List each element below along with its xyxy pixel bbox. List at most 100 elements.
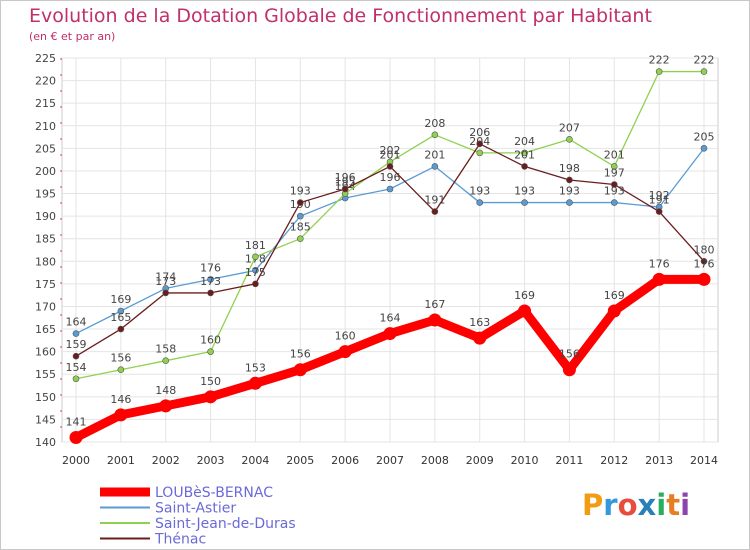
data-point — [72, 330, 80, 337]
data-label: 160 — [335, 330, 356, 343]
data-label: 164 — [380, 312, 401, 325]
data-label: 201 — [514, 148, 535, 161]
data-point — [566, 136, 573, 143]
legend-label: Saint-Jean-de-Duras — [155, 516, 296, 532]
x-tick-label: 2011 — [555, 454, 583, 467]
data-point — [248, 376, 262, 390]
y-tick-label: 225 — [35, 52, 56, 65]
y-tick-label: 210 — [35, 120, 56, 133]
legend-label: LOUBèS-BERNAC — [155, 485, 273, 501]
data-label: 156 — [290, 348, 311, 361]
data-label: 197 — [604, 166, 625, 179]
logo-letter: i — [656, 488, 667, 522]
x-tick-label: 2007 — [376, 454, 404, 467]
data-label: 146 — [110, 393, 131, 406]
x-tick-label: 2002 — [152, 454, 180, 467]
y-tick-label: 195 — [35, 188, 56, 201]
y-tick-label: 190 — [35, 210, 56, 223]
data-point — [697, 272, 711, 286]
data-point — [207, 276, 214, 283]
data-label: 202 — [380, 144, 401, 157]
data-label: 198 — [559, 162, 580, 175]
data-label: 174 — [155, 270, 176, 283]
data-label: 207 — [559, 121, 580, 134]
data-point — [252, 253, 259, 261]
y-tick-label: 180 — [35, 255, 56, 268]
x-tick-label: 2008 — [421, 454, 449, 467]
data-label: 176 — [200, 261, 221, 274]
series-saint-astier: 1641691741761781901941962011931931931931… — [66, 130, 715, 337]
y-tick-label: 150 — [35, 391, 56, 404]
data-label: 205 — [694, 130, 715, 143]
x-tick-label: 2009 — [466, 454, 494, 467]
y-tick-label: 220 — [35, 75, 56, 88]
x-tick-label: 2005 — [286, 454, 314, 467]
data-point — [207, 348, 214, 355]
data-label: 164 — [66, 316, 87, 329]
data-label: 141 — [66, 415, 87, 428]
data-label: 153 — [245, 361, 266, 374]
data-label: 150 — [200, 375, 221, 388]
y-tick-label: 160 — [35, 346, 56, 359]
logo-letter: o — [617, 488, 638, 522]
x-tick-label: 2012 — [600, 454, 628, 467]
legend-label: Saint-Astier — [155, 501, 236, 517]
data-point — [566, 176, 573, 184]
data-label: 196 — [335, 171, 356, 184]
data-label: 180 — [694, 243, 715, 256]
y-tick-label: 185 — [35, 233, 56, 246]
data-point — [700, 145, 708, 152]
data-point — [521, 163, 528, 170]
logo-letter: P — [582, 488, 604, 522]
y-tick-label: 170 — [35, 300, 56, 313]
data-point — [610, 163, 618, 170]
legend-label: Thénac — [154, 532, 206, 548]
data-label: 195 — [335, 176, 356, 189]
data-label: 165 — [110, 311, 131, 324]
data-point — [114, 408, 128, 422]
data-label: 206 — [469, 126, 490, 139]
data-point — [562, 363, 576, 377]
data-label: 193 — [469, 185, 490, 198]
data-point — [476, 140, 484, 148]
data-label: 176 — [694, 257, 715, 270]
logo-letter: r — [603, 488, 618, 522]
data-label: 222 — [649, 54, 670, 67]
data-label: 158 — [155, 343, 176, 356]
data-label: 156 — [110, 352, 131, 365]
logo-letter: i — [680, 488, 691, 522]
data-label: 191 — [424, 194, 445, 207]
data-label: 201 — [380, 148, 401, 161]
data-label: 185 — [290, 221, 311, 234]
data-point — [386, 185, 394, 193]
data-label: 156 — [559, 348, 580, 361]
data-point — [72, 352, 80, 360]
data-label: 196 — [380, 171, 401, 184]
data-label: 169 — [110, 293, 131, 306]
data-point — [610, 181, 618, 188]
y-tick-label: 200 — [35, 165, 56, 178]
data-label: 154 — [66, 361, 87, 374]
data-label: 222 — [694, 54, 715, 67]
data-label: 208 — [424, 117, 445, 130]
data-point — [521, 199, 528, 206]
data-point — [476, 199, 484, 206]
y-tick-label: 140 — [35, 436, 56, 449]
data-point — [117, 366, 125, 374]
data-point — [655, 68, 663, 75]
data-label: 201 — [604, 148, 625, 161]
data-label: 159 — [66, 338, 87, 351]
data-point — [386, 163, 394, 170]
data-point — [428, 313, 442, 327]
data-point — [473, 331, 487, 345]
x-tick-label: 2010 — [511, 454, 539, 467]
x-tick-label: 2013 — [645, 454, 673, 467]
data-point — [252, 280, 259, 288]
data-label: 163 — [469, 316, 490, 329]
data-label: 204 — [514, 135, 535, 148]
data-point — [700, 68, 708, 75]
data-point — [162, 289, 170, 297]
data-point — [296, 235, 304, 243]
data-label: 169 — [604, 289, 625, 302]
